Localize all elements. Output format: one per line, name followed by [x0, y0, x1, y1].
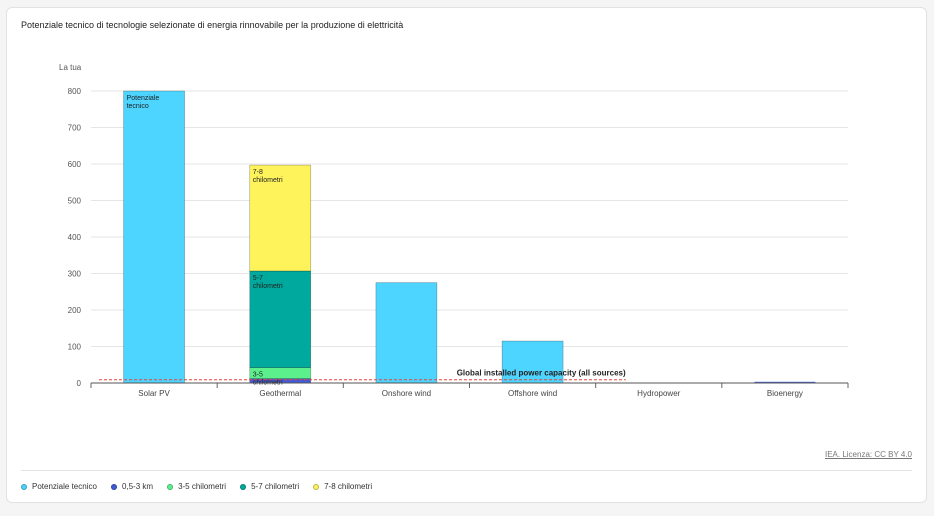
legend-item[interactable]: Potenziale tecnico	[21, 482, 97, 491]
bar-label: 7-8 chilometri	[253, 169, 283, 184]
y-tick-label: 700	[68, 124, 82, 133]
legend-swatch-icon	[21, 483, 27, 490]
chart-legend: Potenziale tecnico 0,5-3 km 3-5 chilometri…	[21, 482, 386, 491]
y-tick-label: 600	[68, 160, 82, 169]
bar-onshore-wind-potenziale-tecnico	[375, 282, 438, 384]
legend-swatch-icon	[167, 483, 174, 490]
legend-swatch-icon	[110, 483, 117, 490]
chart-title: Potenziale tecnico di tecnologie selezio…	[21, 20, 404, 30]
legend-label: 5-7 chilometri	[251, 482, 300, 491]
legend-item[interactable]: 3-5 chilometri	[167, 482, 226, 491]
y-axis-label: La tua	[59, 63, 82, 72]
x-tick-label: Hydropower	[637, 389, 680, 398]
source-link[interactable]: IEA. Licenza: CC BY 4.0	[824, 450, 912, 459]
legend-label: Potenziale tecnico	[32, 482, 97, 491]
y-tick-label: 200	[68, 306, 82, 315]
legend-item[interactable]: 7-8 chilometri	[313, 482, 372, 491]
x-tick-label: Onshore wind	[382, 389, 431, 398]
y-tick-label: 800	[68, 87, 82, 96]
x-tick-label: Geothermal	[259, 389, 301, 398]
y-tick-label: 300	[68, 270, 82, 279]
legend-label: 0,5-3 km	[121, 482, 154, 491]
reference-line-label: Global installed power capacity (all sou…	[457, 369, 626, 378]
bar-solar-pv-potenziale-tecnico	[123, 90, 185, 384]
y-tick-label: 0	[77, 379, 82, 388]
legend-divider	[21, 470, 912, 471]
legend-swatch-icon	[240, 483, 247, 490]
y-tick-label: 500	[68, 197, 82, 206]
legend-item[interactable]: 0,5-3 km	[110, 482, 154, 491]
bar-label: 5-7 chilometri	[253, 275, 283, 290]
bar-bioenergy-baseline	[754, 381, 816, 383]
bar-geothermal-5-7-chilometri	[249, 270, 312, 368]
y-tick-label: 100	[68, 343, 82, 352]
chart-card: Potenziale tecnico di tecnologie selezio…	[6, 7, 927, 503]
legend-label: 3-5 chilometri	[178, 482, 227, 491]
bar-geothermal-7-8-chilometri	[249, 164, 312, 272]
x-tick-label: Bioenergy	[767, 389, 803, 398]
legend-label: 7-8 chilometri	[324, 482, 373, 491]
x-tick-label: Offshore wind	[508, 389, 557, 398]
bar-chart: La tua 0 100 200 300 400 500 600 700 800 Potenzial…	[59, 63, 849, 398]
legend-swatch-icon	[313, 483, 320, 490]
y-tick-label: 400	[68, 233, 82, 242]
legend-item[interactable]: 5-7 chilometri	[240, 482, 299, 491]
bar-label: Potenziale tecnico	[127, 95, 160, 110]
x-tick-label: Solar PV	[138, 389, 170, 398]
